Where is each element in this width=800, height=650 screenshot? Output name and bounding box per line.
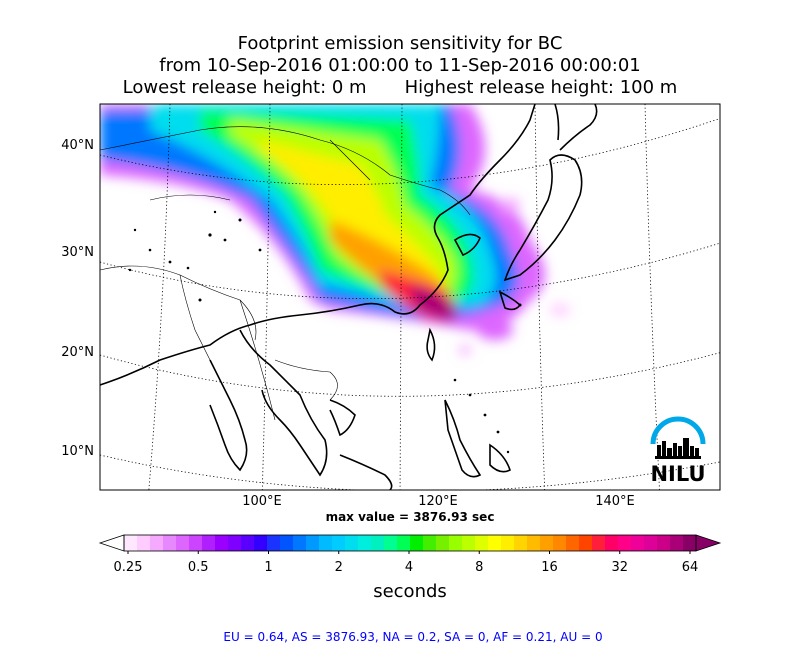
highest-release-height: Highest release height: 100 m — [404, 77, 678, 98]
map-frame — [99, 103, 721, 491]
colorbar-swatch — [319, 535, 333, 551]
colorbar-swatch — [280, 535, 294, 551]
lon-label: 100°E — [242, 494, 282, 509]
lat-label: 10°N — [61, 444, 94, 459]
colorbar-swatch — [397, 535, 411, 551]
colorbar-tick-label: 2 — [335, 560, 343, 574]
lat-label: 40°N — [61, 138, 94, 153]
colorbar-swatch — [631, 535, 645, 551]
nilu-logo: NILU — [650, 416, 706, 486]
colorbar-swatch — [657, 535, 671, 551]
footprint-map: NILU 40°N 30°N 20°N 10°N 100°E 120°E 140… — [61, 103, 721, 509]
colorbar-swatch — [501, 535, 515, 551]
islands — [128, 210, 522, 454]
colorbar-swatch — [267, 535, 281, 551]
colorbar-tick-label: 8 — [475, 560, 483, 574]
lowest-release-height: Lowest release height: 0 m — [122, 77, 367, 98]
colorbar: 0.25 0.5 1 2 4 8 16 32 64 — [98, 534, 722, 574]
colorbar-swatch — [202, 535, 216, 551]
sensitivity-plume — [100, 104, 570, 355]
colorbar-swatch — [254, 535, 268, 551]
colorbar-frame — [123, 534, 697, 552]
colorbar-swatch — [241, 535, 255, 551]
colorbar-swatch — [540, 535, 554, 551]
longitude-labels: 100°E 120°E 140°E — [242, 494, 635, 509]
colorbar-swatch — [592, 535, 606, 551]
colorbar-swatch — [566, 535, 580, 551]
country-borders — [100, 126, 471, 421]
map-area: NILU — [100, 104, 720, 490]
colorbar-swatch — [345, 535, 359, 551]
colorbar-tick-label: 32 — [611, 560, 628, 574]
lat-label: 20°N — [61, 345, 94, 360]
colorbar-swatch — [410, 535, 424, 551]
colorbar-swatch — [579, 535, 593, 551]
colorbar-swatch — [527, 535, 541, 551]
colorbar-lower-extension — [98, 534, 125, 552]
colorbar-swatch — [605, 535, 619, 551]
colorbar-swatch — [215, 535, 229, 551]
colorbar-units: seconds — [373, 581, 447, 602]
colorbar-swatches — [124, 535, 697, 551]
colorbar-tick-label: 4 — [405, 560, 413, 574]
colorbar-swatch — [163, 535, 177, 551]
colorbar-swatch — [137, 535, 151, 551]
colorbar-tick-label: 1 — [264, 560, 272, 574]
colorbar-swatch — [358, 535, 372, 551]
colorbar-swatch — [436, 535, 450, 551]
colorbar-swatch — [670, 535, 684, 551]
colorbar-swatch — [332, 535, 346, 551]
coastlines — [100, 104, 598, 490]
colorbar-ticks: 0.25 0.5 1 2 4 8 16 32 64 — [114, 551, 699, 574]
colorbar-swatch — [306, 535, 320, 551]
colorbar-swatch — [683, 535, 697, 551]
colorbar-swatch — [475, 535, 489, 551]
nilu-logo-text: NILU — [650, 462, 705, 486]
colorbar-swatch — [228, 535, 242, 551]
colorbar-tick-label: 64 — [682, 560, 699, 574]
colorbar-swatch — [384, 535, 398, 551]
colorbar-swatch — [371, 535, 385, 551]
colorbar-tick-label: 16 — [541, 560, 558, 574]
colorbar-swatch — [553, 535, 567, 551]
colorbar-swatch — [449, 535, 463, 551]
regional-summary: EU = 0.64, AS = 3876.93, NA = 0.2, SA = … — [223, 630, 603, 644]
colorbar-swatch — [514, 535, 528, 551]
lat-label: 30°N — [61, 245, 94, 260]
lon-label: 120°E — [418, 494, 458, 509]
colorbar-swatch — [644, 535, 658, 551]
max-value-label: max value = 3876.93 sec — [325, 510, 495, 524]
colorbar-swatch — [150, 535, 164, 551]
colorbar-swatch — [176, 535, 190, 551]
colorbar-tick-label: 0.5 — [188, 560, 209, 574]
title-line-2: from 10-Sep-2016 01:00:00 to 11-Sep-2016… — [159, 55, 641, 76]
colorbar-tick-label: 0.25 — [114, 560, 143, 574]
colorbar-swatch — [293, 535, 307, 551]
colorbar-swatch — [618, 535, 632, 551]
colorbar-swatch — [124, 535, 138, 551]
colorbar-swatch — [189, 535, 203, 551]
lon-label: 140°E — [595, 494, 635, 509]
colorbar-swatch — [488, 535, 502, 551]
colorbar-upper-extension — [695, 534, 722, 552]
latitude-labels: 40°N 30°N 20°N 10°N — [61, 138, 94, 459]
colorbar-swatch — [462, 535, 476, 551]
title-line-3: Lowest release height: 0 m Highest releas… — [0, 76, 800, 100]
colorbar-swatch — [423, 535, 437, 551]
title-line-1: Footprint emission sensitivity for BC — [237, 33, 563, 54]
